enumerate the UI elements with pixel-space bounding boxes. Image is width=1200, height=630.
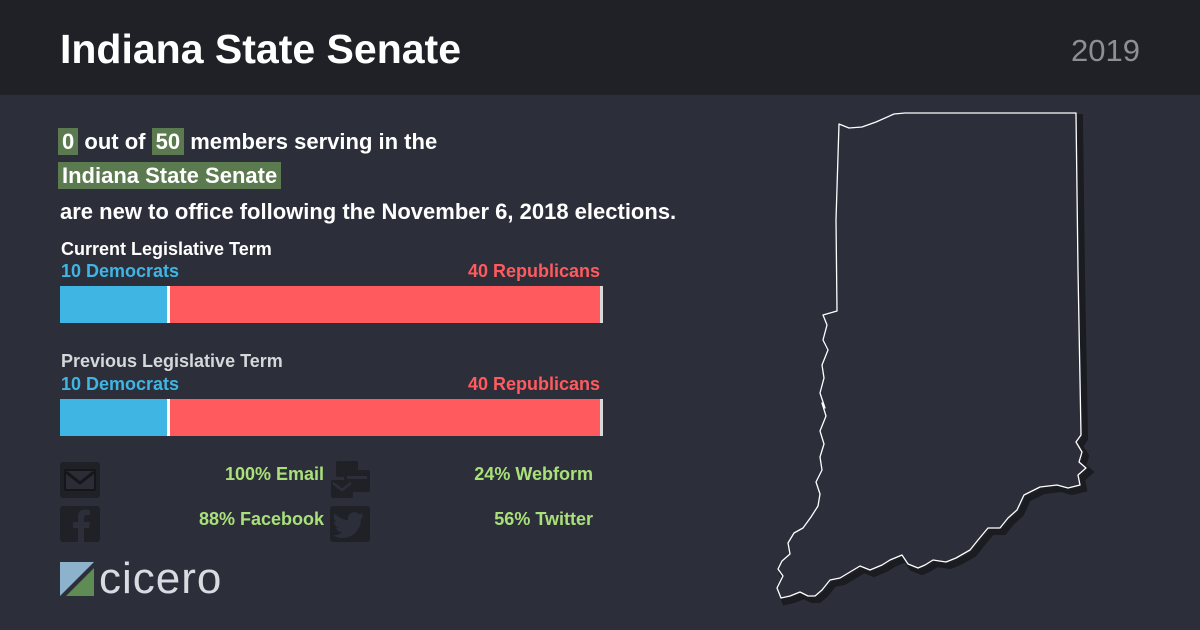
envelope-icon [60,462,100,498]
facebook-icon [60,506,100,542]
out-of-text: out of [84,129,146,154]
previous-dem-label: 10 Democrats [61,374,180,394]
current-bar-divider [167,286,170,323]
webform-stat: 24% Webform [474,464,593,484]
previous-bar-end [600,399,603,436]
current-term-bar [60,286,603,323]
header-bar: Indiana State Senate 2019 [0,0,1200,95]
cicero-logo-mark [60,562,94,601]
previous-rep-segment [170,399,600,436]
twitter-stat: 56% Twitter [494,509,593,529]
facebook-stat: 88% Facebook [198,509,324,529]
previous-dem-segment [60,399,167,436]
current-rep-label: 40 Republicans [467,261,600,281]
previous-term-bar [60,399,603,436]
current-dem-label: 10 Democrats [61,261,180,281]
current-term-title: Current Legislative Term [61,239,272,259]
cicero-logo-text: cicero [99,554,223,603]
year-label: 2019 [1071,33,1140,68]
line1-rest-text: members serving in the [190,129,438,154]
previous-bar-divider [167,399,170,436]
email-stat: 100% Email [224,464,324,484]
previous-term-title: Previous Legislative Term [61,351,283,371]
twitter-bird-icon [330,506,370,542]
indiana-map-outline [776,112,1095,606]
current-bar-end [600,286,603,323]
webform-icon [330,460,370,498]
new-count-badge: 0 [58,128,79,155]
current-dem-segment [60,286,167,323]
previous-rep-label: 40 Republicans [467,374,600,394]
intro-line-1: 0 out of 50 members serving in the [58,127,437,157]
intro-line-2: Indiana State Senate [58,161,282,191]
current-rep-segment [170,286,600,323]
chamber-badge: Indiana State Senate [58,162,282,189]
total-count-badge: 50 [151,128,185,155]
intro-line-3: are new to office following the November… [60,199,677,224]
page-title: Indiana State Senate [60,26,462,72]
